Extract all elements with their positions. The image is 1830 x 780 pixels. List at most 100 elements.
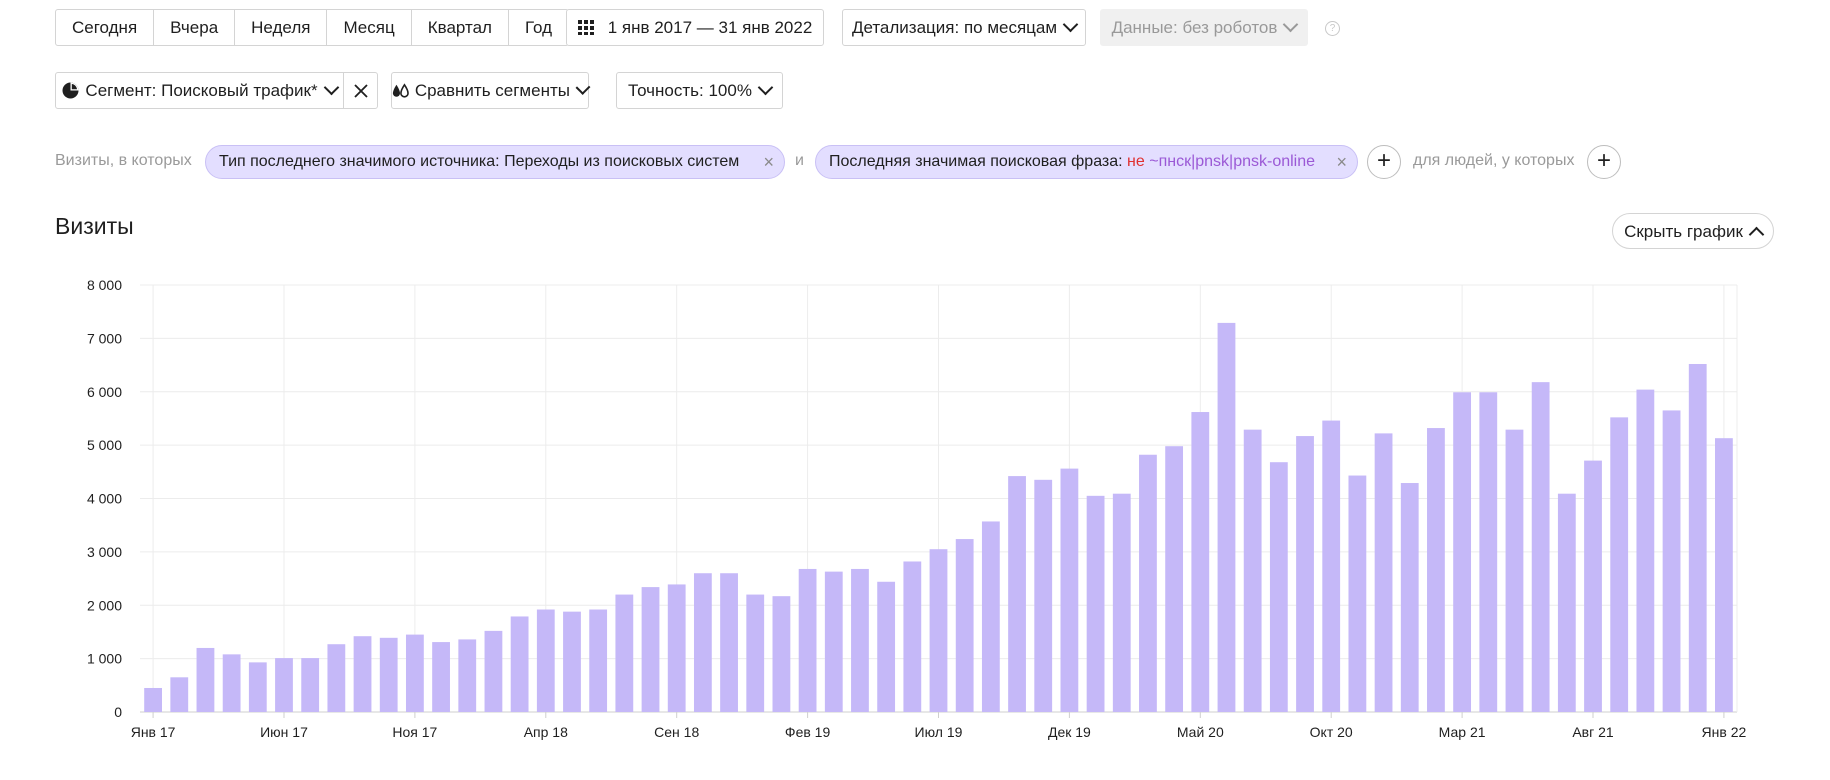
bar (275, 658, 293, 712)
bar (1453, 392, 1472, 712)
bar (327, 644, 346, 712)
filter-chip-source[interactable]: Тип последнего значимого источника: Пере… (205, 145, 785, 179)
period-year-button[interactable]: Год (524, 18, 553, 37)
bar (1531, 382, 1550, 712)
visits-bar-chart: 0 1 000 2 000 3 000 4 000 5 000 6 000 7 000 8 00… (87, 277, 1747, 740)
data-filter-label: Данные: без роботов (1111, 18, 1278, 37)
y-tick-label: 5 000 (87, 437, 122, 453)
y-tick-label: 2 000 (87, 597, 122, 613)
close-icon[interactable]: × (763, 152, 774, 172)
pie-chart-icon (62, 82, 79, 99)
bar (1034, 479, 1053, 712)
add-people-filter-button[interactable]: + (1587, 145, 1621, 179)
bar (1269, 462, 1288, 712)
add-filter-button[interactable]: + (1367, 145, 1401, 179)
compare-drops-icon (392, 82, 409, 98)
data-filter-dropdown[interactable]: Данные: без роботов (1100, 9, 1308, 46)
bar (1217, 322, 1236, 712)
hide-chart-button[interactable]: Скрыть график (1612, 213, 1774, 249)
segment-dropdown[interactable]: Сегмент: Поисковый трафик* (55, 72, 344, 109)
bar (955, 539, 974, 712)
bar (1191, 412, 1210, 712)
detail-dropdown[interactable]: Детализация: по месяцам (842, 9, 1086, 46)
period-today-button[interactable]: Сегодня (56, 10, 155, 45)
chevron-up-icon (1748, 226, 1765, 242)
compare-label: Сравнить сегменты (414, 81, 570, 100)
x-tick-label: Окт 20 (1310, 724, 1353, 740)
bar (1060, 468, 1079, 712)
bar (432, 642, 450, 712)
bar (877, 581, 896, 712)
close-icon (353, 83, 368, 98)
bar (1584, 460, 1602, 712)
bar (144, 687, 162, 712)
bar (693, 573, 712, 712)
bar (772, 596, 791, 712)
y-tick-label: 7 000 (87, 330, 122, 346)
bar (1427, 428, 1445, 712)
period-yesterday-button[interactable]: Вчера (154, 10, 236, 45)
bar (981, 521, 1000, 712)
bar (1688, 363, 1707, 712)
y-tick-label: 1 000 (87, 651, 122, 667)
x-tick-label: Июл 19 (915, 724, 963, 740)
filter-chip-phrase-not: не (1127, 153, 1145, 170)
bar (1374, 433, 1393, 712)
period-week-button[interactable]: Неделя (235, 10, 328, 45)
filter-chip-source-label: Тип последнего значимого источника: Пере… (219, 153, 740, 170)
bar (536, 609, 555, 712)
bar (746, 594, 765, 712)
bar (222, 654, 241, 712)
compare-segments-dropdown[interactable]: Сравнить сегменты (391, 72, 591, 109)
date-range-button[interactable]: 1 янв 2017 — 31 янв 2022 (566, 9, 824, 46)
bar (248, 662, 267, 712)
close-icon[interactable]: × (1336, 152, 1347, 172)
x-tick-label: Фев 19 (785, 724, 831, 740)
bar (851, 568, 869, 712)
y-tick-label: 8 000 (87, 277, 122, 293)
x-tick-label: Июн 17 (260, 724, 308, 740)
filter-conjunction: и (795, 152, 804, 169)
bar (1086, 495, 1105, 712)
chevron-down-icon (575, 80, 591, 95)
x-tick-label: Янв 22 (1702, 724, 1747, 740)
chevron-down-icon (323, 79, 339, 96)
bar (1243, 429, 1262, 712)
bar (510, 616, 529, 712)
y-tick-label: 0 (114, 704, 122, 720)
bar (484, 630, 503, 712)
chevron-down-icon (1062, 16, 1079, 33)
bar (1662, 410, 1681, 712)
segment-clear-button[interactable] (343, 72, 378, 109)
period-month-button[interactable]: Месяц (327, 10, 412, 45)
filter-chip-phrase-value: ~пнск|pnsk|pnsk-online (1149, 153, 1316, 170)
y-tick-label: 3 000 (87, 544, 122, 560)
bar (170, 677, 189, 712)
bar (563, 611, 581, 712)
bar (824, 571, 843, 712)
accuracy-dropdown[interactable]: Точность: 100% (616, 72, 783, 109)
bar (1479, 392, 1498, 712)
bar (903, 561, 922, 712)
period-quarter-button[interactable]: Квартал (412, 10, 509, 45)
help-icon[interactable]: ? (1325, 21, 1340, 36)
segment-label: Сегмент: Поисковый трафик* (85, 81, 318, 100)
x-tick-label: Янв 17 (131, 724, 176, 740)
bar (1139, 454, 1157, 712)
filter-chip-phrase[interactable]: Последняя значимая поисковая фраза: не ~… (815, 145, 1358, 179)
accuracy-label: Точность: 100% (628, 81, 752, 100)
bar (615, 594, 634, 712)
calendar-icon (577, 20, 594, 35)
bar (1636, 389, 1655, 712)
x-tick-label: Мар 21 (1439, 724, 1486, 740)
date-range-label: 1 янв 2017 — 31 янв 2022 (607, 18, 813, 37)
bar (1322, 420, 1341, 712)
bar (667, 584, 686, 712)
bar (1715, 438, 1733, 712)
bar (798, 568, 817, 712)
bar (1400, 483, 1419, 712)
people-filter-label: для людей, у которых (1413, 152, 1575, 169)
bar (1557, 493, 1576, 712)
filter-chip-phrase-label: Последняя значимая поисковая фраза: (829, 153, 1123, 170)
detail-label: Детализация: по месяцам (851, 18, 1058, 37)
